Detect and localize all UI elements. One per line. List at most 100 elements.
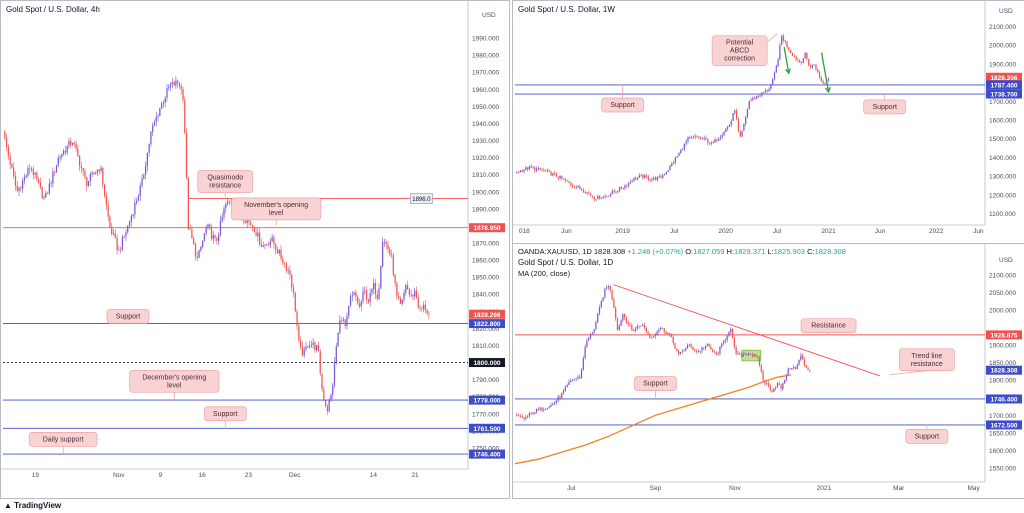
candle-body (298, 326, 300, 341)
callout-text: Support (213, 411, 238, 418)
candle-body (808, 59, 810, 66)
axis-price-text: 1761.500 (473, 426, 500, 433)
candle-body (300, 340, 302, 347)
candle-body (535, 168, 538, 171)
candle-body (685, 141, 687, 144)
candle-body (378, 288, 380, 299)
callout-text: November's opening (244, 202, 308, 209)
candle-body (670, 334, 673, 337)
candle-body (225, 204, 227, 209)
candle-body (155, 116, 157, 122)
candle-body (651, 179, 653, 181)
candle-body (5, 137, 8, 147)
candle-body (550, 171, 552, 176)
candle-body (699, 137, 702, 139)
ma-line (514, 374, 792, 465)
candle-body (14, 175, 17, 186)
callout-text: Resistance (811, 323, 846, 330)
callout-text: correction (724, 56, 755, 63)
candle-body (82, 168, 84, 171)
candle-body (307, 346, 309, 348)
candle-body (606, 195, 608, 197)
candle-body (7, 146, 9, 156)
candle-body (390, 254, 393, 256)
candle-body (223, 208, 225, 217)
candle-body (525, 417, 527, 420)
candle-body (383, 241, 386, 243)
candle-body (604, 288, 606, 298)
candle-body (777, 59, 779, 67)
candle-body (36, 172, 38, 180)
tradingview-logo[interactable]: ▲ TradingView (4, 501, 61, 510)
candle-body (534, 412, 536, 414)
candle-body (688, 344, 691, 346)
candle-body (316, 345, 318, 351)
candle-body (694, 136, 696, 137)
candle-body (34, 172, 36, 175)
candle-body (292, 287, 295, 294)
chart-svg-1w[interactable]: 1100.000 1200.000 1300.000 1400.000 1500.000… (513, 1, 1024, 244)
candle-body (118, 249, 120, 251)
candle-body (23, 176, 26, 181)
candle-body (807, 367, 809, 370)
candle-body (748, 353, 750, 356)
candle-body (818, 71, 821, 78)
candle-body (733, 337, 735, 347)
candle-body (758, 356, 761, 366)
candle-body (642, 324, 644, 326)
candle-body (776, 383, 779, 388)
candle-body (618, 326, 620, 330)
candle-body (676, 156, 678, 158)
candle-body (813, 64, 815, 66)
candle-body (526, 416, 529, 418)
candle-body (517, 414, 520, 416)
candle-body (283, 263, 286, 264)
candle-body (312, 342, 314, 345)
candle-body (114, 233, 116, 239)
candle-body (626, 185, 628, 187)
candle-body (207, 224, 209, 227)
candle-body (591, 195, 594, 197)
candle-body (595, 322, 597, 330)
candle-body (166, 88, 168, 98)
price-flag: 1896.0 (410, 193, 433, 204)
chart-svg-1d[interactable]: 1550.0001600.0001650.0001700.0001750.000… (513, 244, 1024, 498)
candle-body (422, 304, 425, 309)
candle-body (642, 174, 644, 179)
candle-body (678, 152, 680, 157)
y-tick-label: 1550.000 (989, 465, 1016, 472)
candle-body (141, 178, 143, 186)
candle-body (622, 313, 624, 321)
candle-body (357, 296, 359, 304)
candle-body (526, 167, 529, 170)
callout-box (129, 369, 220, 393)
candle-body (579, 376, 581, 379)
candle-body (694, 349, 696, 352)
axis-price-label: 1746.400 (469, 449, 505, 459)
candle-body (521, 416, 523, 418)
callout-text: level (167, 382, 182, 389)
candle-body (180, 86, 182, 90)
tradingview-icon: ▲ (4, 501, 12, 510)
candle-body (555, 173, 558, 177)
chart-svg-4h[interactable]: 1750.0001760.0001770.0001780.0001790.000… (1, 1, 509, 498)
candle-body (676, 348, 678, 351)
callout: Daily support (28, 432, 98, 455)
candle-body (317, 345, 320, 352)
candle-body (144, 166, 147, 175)
candle-body (640, 325, 642, 327)
high-value: 1829.371 (734, 247, 766, 256)
axis-price-text: 1822.800 (473, 321, 500, 328)
candle-body (226, 201, 229, 205)
candle-body (734, 110, 736, 114)
candle-body (398, 296, 400, 299)
candle-body (25, 175, 27, 177)
candle-body (791, 52, 794, 56)
x-tick-label: 018 (519, 228, 530, 235)
axis-price-text: 1672.500 (990, 422, 1017, 429)
candle-body (559, 175, 561, 179)
candle-body (324, 400, 327, 407)
candle-body (654, 334, 656, 337)
candle-body (589, 333, 592, 339)
